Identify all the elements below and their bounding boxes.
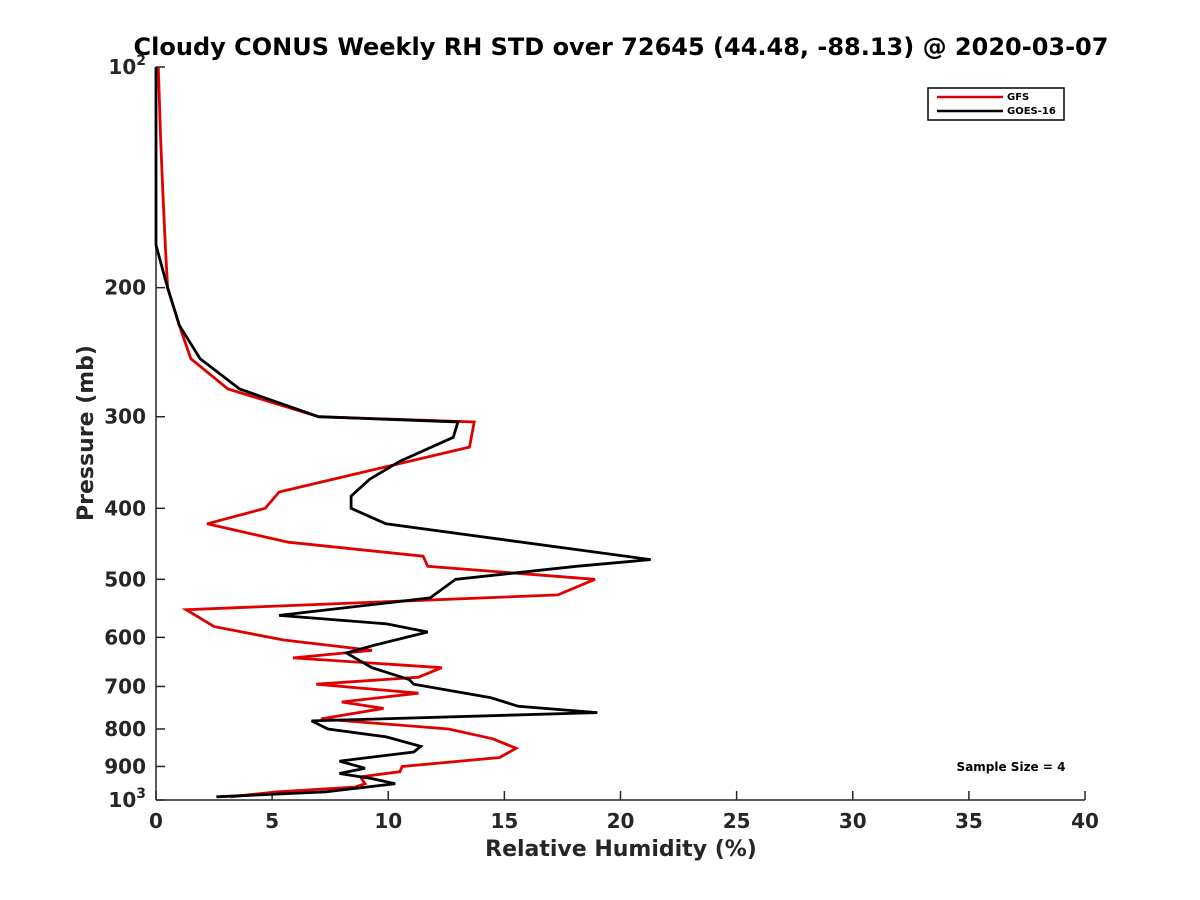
x-axis-label: Relative Humidity (%) [485,837,757,862]
y-tick-exponent: 3 [136,786,146,802]
sample-size-annotation: Sample Size = 4 [957,760,1066,774]
series-lines [154,66,651,799]
x-tick-label: 30 [839,809,867,833]
x-axis-ticks: 0 5 10 15 20 25 30 35 40 [149,791,1099,833]
x-tick-label: 20 [607,809,635,833]
y-tick-label: 300 [104,405,146,429]
chart-title: Cloudy CONUS Weekly RH STD over 72645 (4… [134,33,1109,61]
y-tick-label: 600 [104,625,146,649]
y-tick-label: 900 [104,754,146,778]
legend: GFS GOES-16 [927,87,1065,121]
x-tick-label: 40 [1071,809,1099,833]
x-tick-label: 10 [374,809,402,833]
y-axis-label: Pressure (mb) [74,345,99,521]
x-tick-label: 5 [265,809,279,833]
series-line-goes16 [154,67,651,799]
y-tick-label: 200 [104,276,146,300]
series-line-gfs [156,66,596,799]
legend-label-gfs: GFS [1007,92,1029,103]
x-tick-label: 0 [149,809,163,833]
y-tick-exponent: 2 [136,53,146,69]
legend-label-goes16: GOES-16 [1007,106,1056,117]
legend-box [927,87,1065,121]
y-tick-label: 800 [104,717,146,741]
x-tick-label: 25 [723,809,751,833]
y-tick-label: 700 [104,674,146,698]
x-tick-label: 15 [490,809,518,833]
x-tick-label: 35 [955,809,983,833]
y-tick-label: 500 [104,567,146,591]
y-tick-label: 400 [104,496,146,520]
